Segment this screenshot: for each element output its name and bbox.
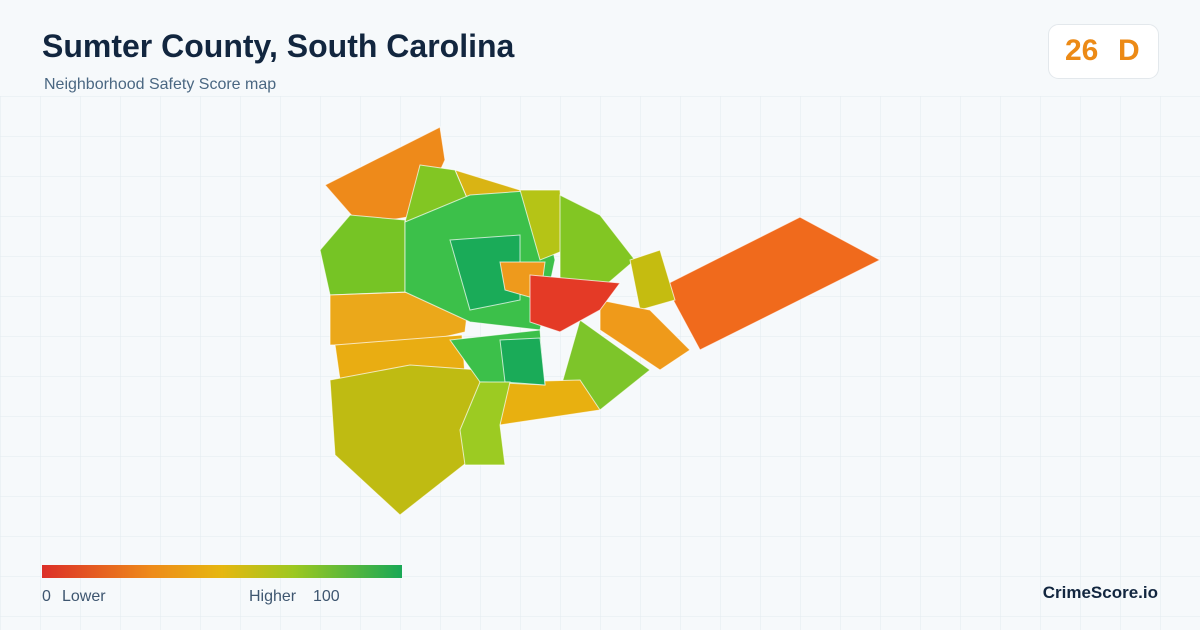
legend-min-label: Lower [62, 588, 106, 605]
legend-max-label: Higher [249, 588, 297, 605]
county-map [319, 126, 882, 516]
title: Sumter County, South Carolina [42, 28, 515, 64]
legend-max: 100 [313, 588, 340, 605]
score-grade: D [1118, 34, 1140, 67]
score-value: 26 [1065, 34, 1099, 67]
legend-min: 0 [42, 588, 51, 605]
brand: CrimeScore.io [1042, 583, 1158, 602]
score-box [1048, 24, 1159, 79]
legend-bar [42, 565, 402, 578]
subtitle: Neighborhood Safety Score map [44, 76, 277, 93]
